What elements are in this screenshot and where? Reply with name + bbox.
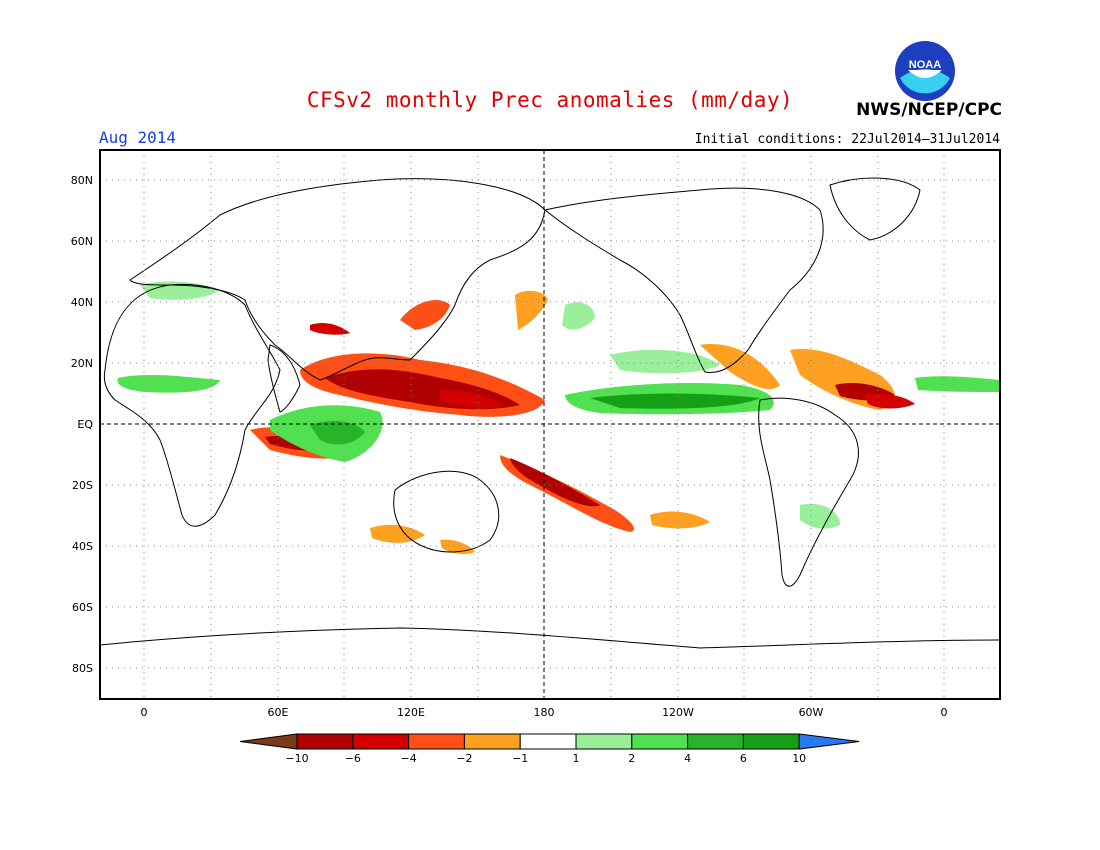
colorbar-segment bbox=[687, 733, 744, 750]
lat-label: 60S bbox=[72, 601, 93, 614]
forecast-month: Aug 2014 bbox=[99, 128, 177, 147]
colorbar-label: 10 bbox=[792, 752, 806, 765]
colorbar-segment bbox=[519, 733, 577, 750]
graticule bbox=[100, 150, 1000, 699]
map-title: CFSv2 monthly Prec anomalies (mm/day) bbox=[306, 88, 794, 112]
colorbar-label: −10 bbox=[285, 752, 308, 765]
lon-label: 60W bbox=[799, 706, 824, 719]
colorbar-label: 4 bbox=[684, 752, 691, 765]
colorbar-arrow-low bbox=[239, 733, 298, 750]
colorbar-label: 6 bbox=[740, 752, 747, 765]
lon-label: 180 bbox=[534, 706, 555, 719]
colorbar-arrow-high bbox=[798, 733, 860, 750]
agency-label: NWS/NCEP/CPC bbox=[856, 100, 1002, 120]
lon-label: 0 bbox=[941, 706, 948, 719]
colorbar-segment bbox=[631, 733, 689, 750]
colorbar-label: −2 bbox=[456, 752, 472, 765]
lat-label: 20N bbox=[71, 357, 93, 370]
coastlines bbox=[100, 177, 1000, 649]
colorbar-label: 1 bbox=[573, 752, 580, 765]
svg-text:NOAA: NOAA bbox=[909, 59, 941, 71]
colorbar-segment bbox=[742, 733, 800, 750]
colorbar: −10 −6 −4 −2 −1 1 2 4 6 10 bbox=[239, 733, 860, 765]
colorbar-label: 2 bbox=[628, 752, 635, 765]
anomaly-shading bbox=[117, 281, 1000, 555]
lat-label: EQ bbox=[77, 418, 93, 431]
reference-lines bbox=[100, 150, 1000, 699]
lat-label: 40S bbox=[72, 540, 93, 553]
colorbar-segment bbox=[408, 733, 465, 750]
noaa-logo: NOAA bbox=[895, 41, 955, 101]
lat-label: 40N bbox=[71, 296, 93, 309]
colorbar-segment bbox=[575, 733, 633, 750]
lat-label: 80N bbox=[71, 174, 93, 187]
lon-label: 0 bbox=[141, 706, 148, 719]
colorbar-segment bbox=[296, 733, 354, 750]
initial-conditions: Initial conditions: 22Jul2014–31Jul2014 bbox=[694, 132, 1000, 147]
lon-label: 120E bbox=[397, 706, 425, 719]
lon-label: 120W bbox=[662, 706, 694, 719]
colorbar-label: −4 bbox=[400, 752, 416, 765]
colorbar-label: −6 bbox=[345, 752, 361, 765]
lat-label: 20S bbox=[72, 479, 93, 492]
lon-label: 60E bbox=[268, 706, 289, 719]
colorbar-segment bbox=[352, 733, 410, 750]
colorbar-segment bbox=[463, 733, 521, 750]
lat-label: 60N bbox=[71, 235, 93, 248]
lat-label: 80S bbox=[72, 662, 93, 675]
map-frame bbox=[99, 149, 1001, 700]
colorbar-label: −1 bbox=[512, 752, 528, 765]
